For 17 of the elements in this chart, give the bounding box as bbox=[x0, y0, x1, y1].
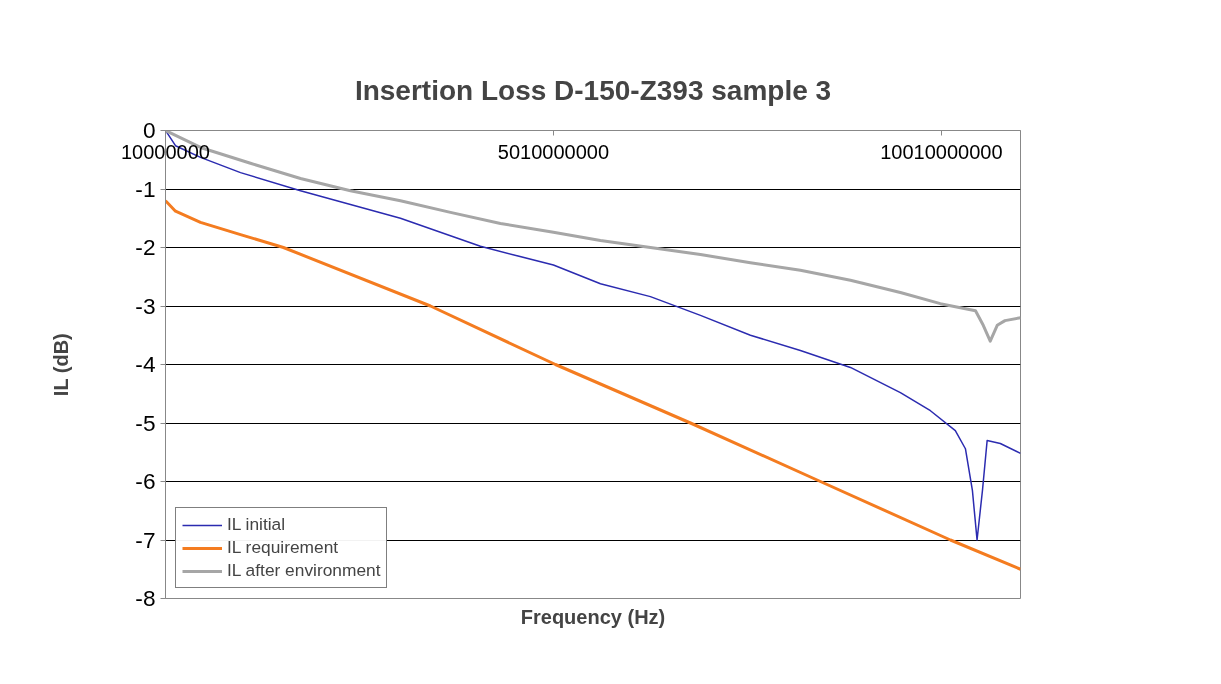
x-axis-title: Frequency (Hz) bbox=[520, 605, 666, 628]
y-tick-label: -4 bbox=[135, 351, 156, 377]
y-tick-label: -6 bbox=[135, 468, 156, 494]
legend-label: IL requirement bbox=[227, 537, 339, 558]
y-tick-label: -1 bbox=[135, 175, 156, 202]
legend-label: IL after environment bbox=[227, 560, 381, 581]
legend-label: IL initial bbox=[227, 514, 286, 535]
x-tick-label: 10010000000 bbox=[880, 140, 1003, 163]
y-tick-label: -8 bbox=[135, 585, 156, 611]
y-tick-label: -3 bbox=[135, 292, 156, 319]
chart-title: Insertion Loss D-150-Z393 sample 3 bbox=[354, 74, 832, 106]
y-axis-title: IL (dB) bbox=[50, 333, 73, 397]
x-tick-label: 5010000000 bbox=[497, 140, 610, 163]
y-tick-label: -5 bbox=[135, 409, 156, 436]
y-tick-label: 0 bbox=[142, 117, 156, 143]
y-tick-label: -2 bbox=[135, 234, 156, 260]
y-tick-label: -7 bbox=[135, 526, 156, 553]
